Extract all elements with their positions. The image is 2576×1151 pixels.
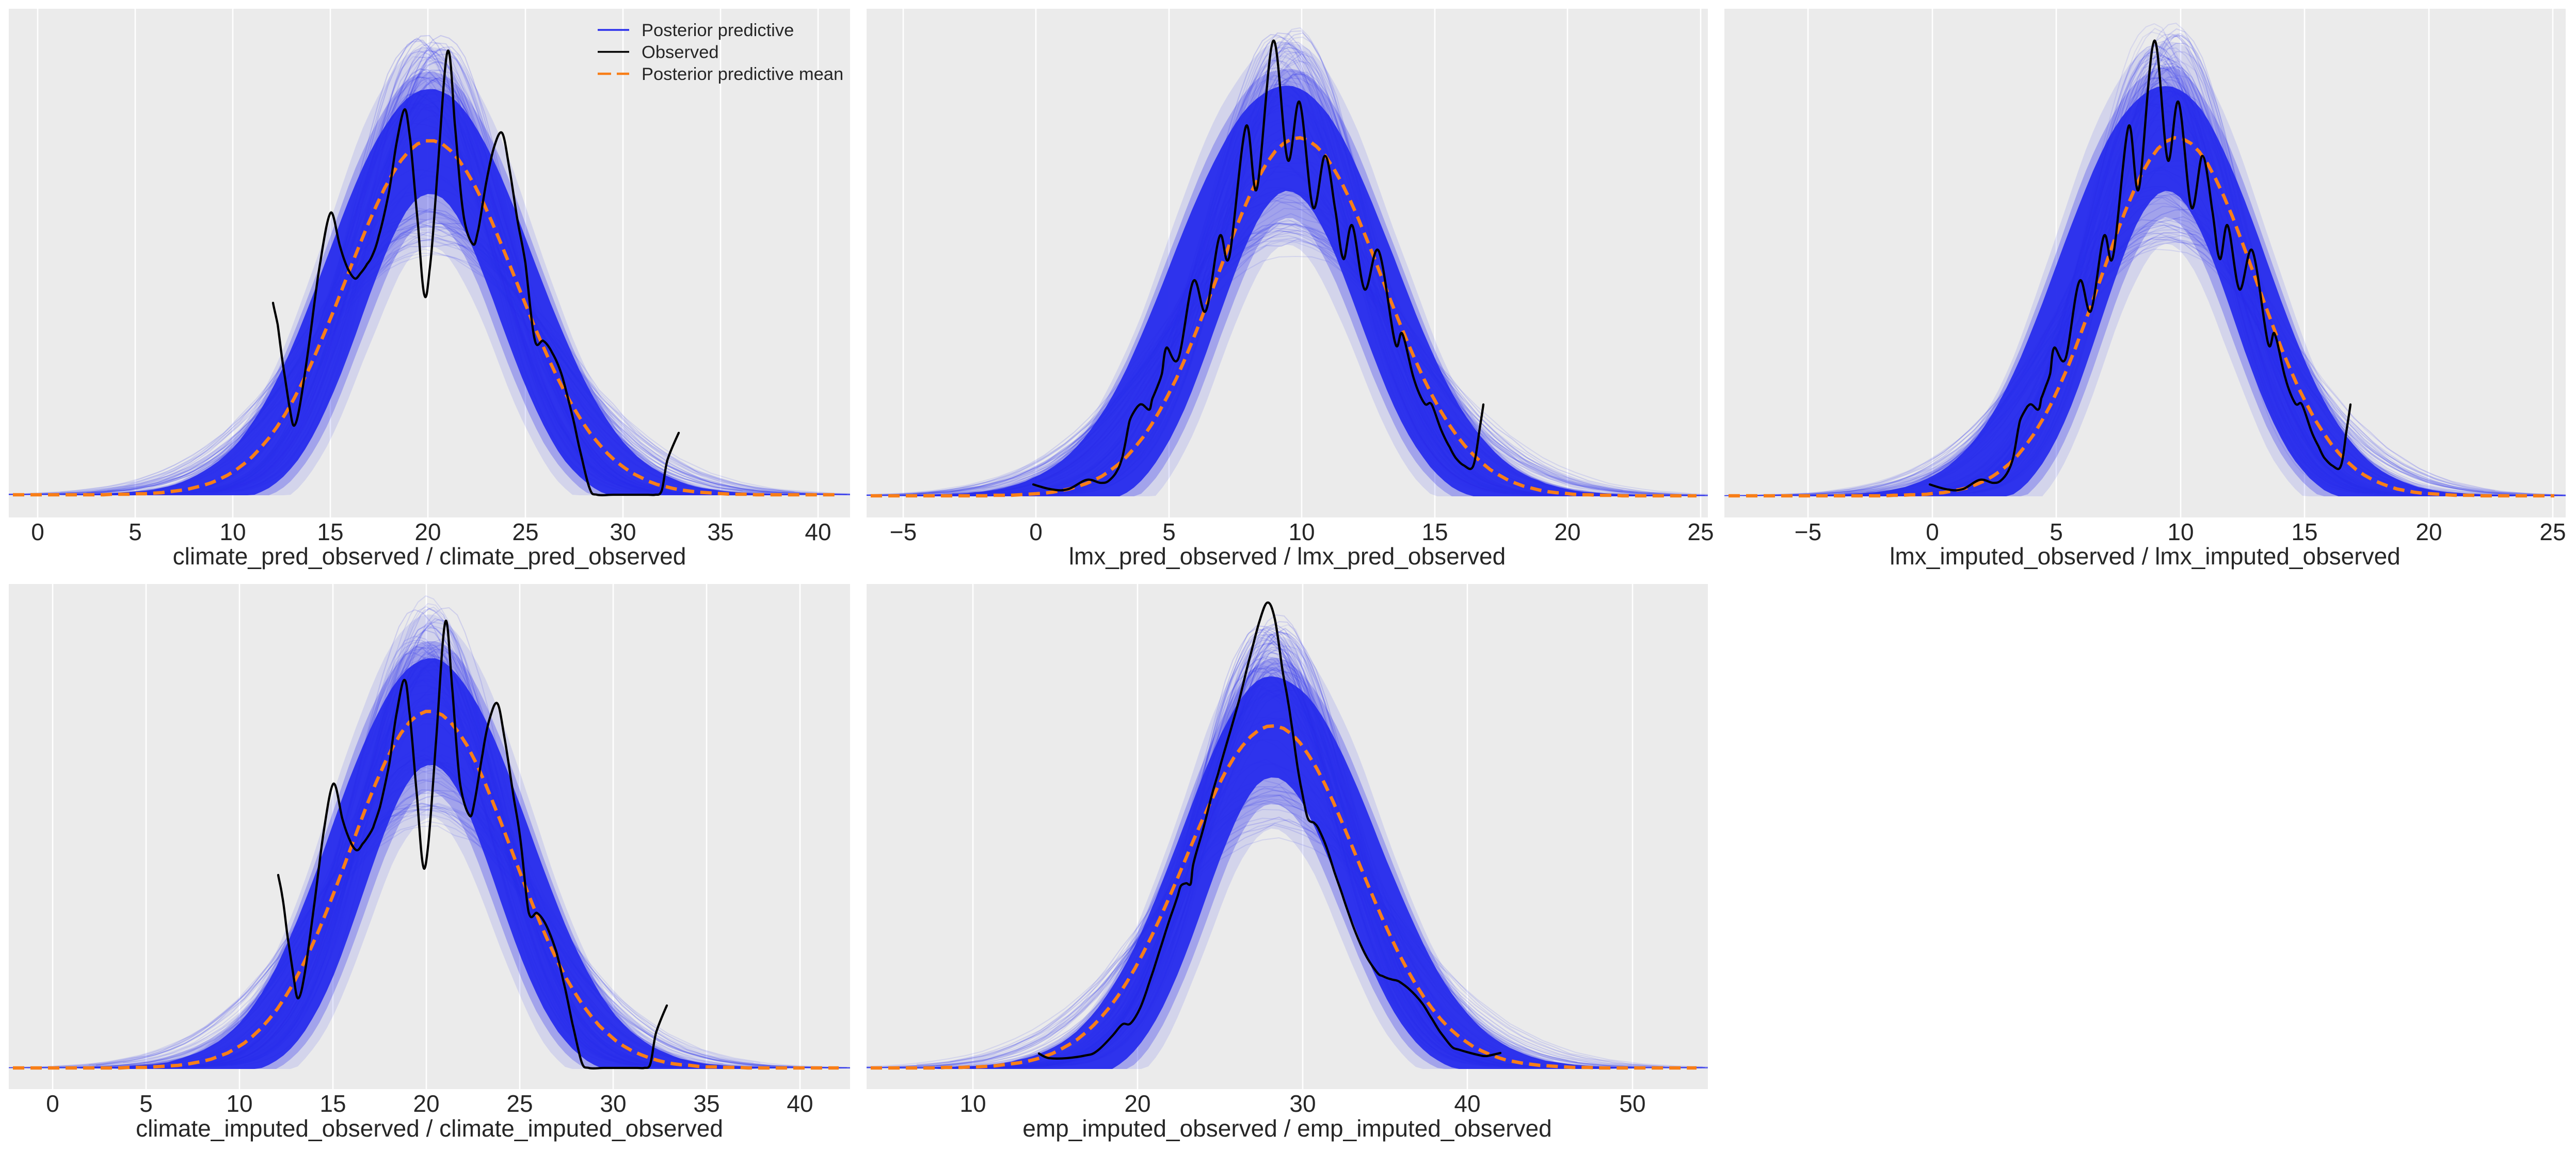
svg-text:15: 15 [319,1090,346,1117]
svg-text:20: 20 [1554,518,1580,545]
svg-text:15: 15 [2291,518,2317,545]
svg-text:40: 40 [1454,1090,1480,1117]
svg-text:35: 35 [707,518,733,545]
svg-text:25: 25 [2539,518,2566,545]
svg-text:40: 40 [787,1090,813,1117]
svg-text:10: 10 [2167,518,2194,545]
svg-text:10: 10 [959,1090,986,1117]
svg-text:30: 30 [1289,1090,1316,1117]
svg-text:5: 5 [1162,518,1176,545]
svg-text:30: 30 [600,1090,626,1117]
svg-text:10: 10 [219,518,246,545]
svg-text:climate_pred_observed / climat: climate_pred_observed / climate_pred_obs… [173,543,686,570]
svg-text:emp_imputed_observed / emp_imp: emp_imputed_observed / emp_imputed_obser… [1022,1115,1551,1142]
svg-text:15: 15 [317,518,343,545]
svg-text:0: 0 [31,518,44,545]
svg-text:10: 10 [1288,518,1315,545]
svg-text:lmx_pred_observed / lmx_pred_o: lmx_pred_observed / lmx_pred_observed [1069,543,1506,570]
svg-text:20: 20 [414,518,441,545]
svg-text:15: 15 [1421,518,1448,545]
svg-text:lmx_imputed_observed / lmx_imp: lmx_imputed_observed / lmx_imputed_obser… [1890,543,2401,570]
svg-text:Posterior predictive mean: Posterior predictive mean [642,64,843,84]
svg-text:Posterior predictive: Posterior predictive [642,21,794,40]
svg-text:10: 10 [226,1090,252,1117]
svg-text:0: 0 [46,1090,59,1117]
svg-text:40: 40 [805,518,831,545]
svg-text:5: 5 [139,1090,153,1117]
svg-text:30: 30 [610,518,636,545]
svg-text:0: 0 [1029,518,1043,545]
svg-text:20: 20 [2415,518,2442,545]
svg-text:35: 35 [693,1090,719,1117]
svg-text:20: 20 [1124,1090,1150,1117]
svg-text:50: 50 [1619,1090,1645,1117]
svg-text:climate_imputed_observed / cli: climate_imputed_observed / climate_imput… [136,1115,723,1142]
svg-text:5: 5 [2050,518,2063,545]
svg-text:25: 25 [506,1090,533,1117]
svg-text:20: 20 [413,1090,439,1117]
svg-text:Observed: Observed [642,43,719,62]
svg-text:5: 5 [129,518,142,545]
svg-text:0: 0 [1926,518,1939,545]
svg-text:−5: −5 [1795,518,1821,545]
svg-text:25: 25 [1687,518,1714,545]
svg-text:25: 25 [512,518,538,545]
svg-text:−5: −5 [890,518,917,545]
